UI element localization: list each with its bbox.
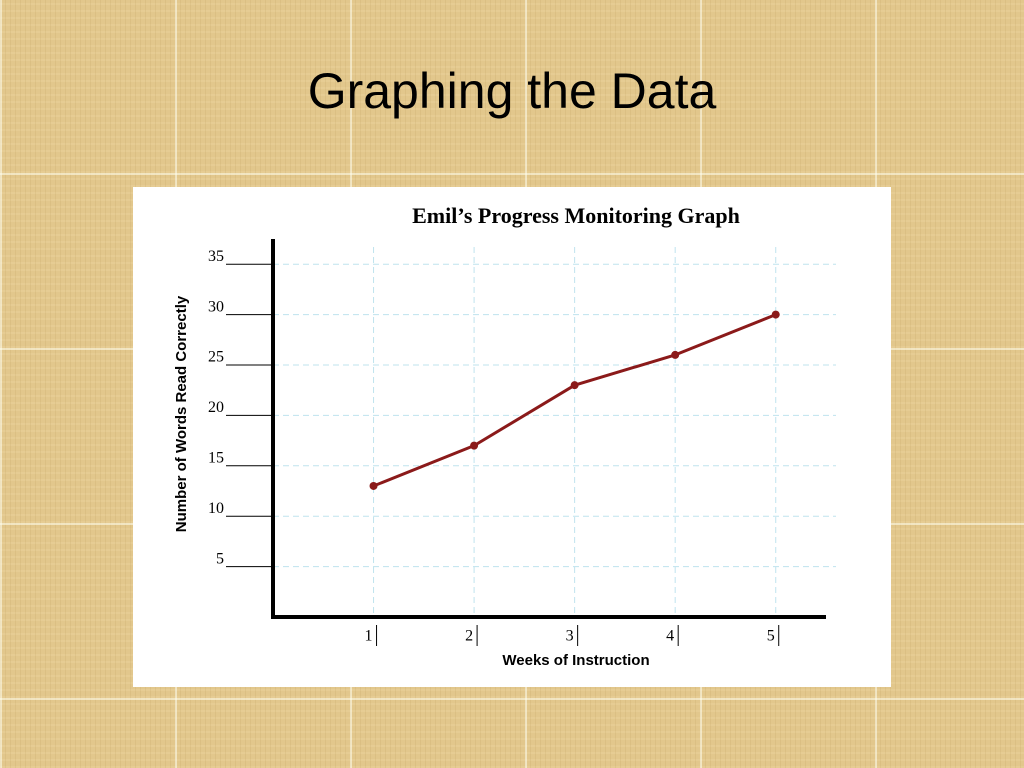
x-tick-label: 2 — [465, 628, 473, 645]
x-tick-label: 3 — [566, 628, 574, 645]
data-point — [771, 310, 780, 319]
data-point — [671, 350, 680, 359]
y-tick-label: 30 — [208, 298, 224, 315]
x-axis-label: Weeks of Instruction — [502, 652, 649, 669]
x-tick-label: 1 — [365, 628, 373, 645]
chart-panel — [133, 187, 891, 687]
slide-title: Graphing the Data — [307, 63, 717, 119]
y-tick-label: 20 — [208, 399, 224, 416]
y-axis-label: Number of Words Read Correctly — [173, 295, 190, 532]
y-tick-label: 5 — [216, 550, 224, 567]
data-point — [570, 381, 579, 390]
y-tick-label: 35 — [208, 248, 224, 265]
y-tick-label: 25 — [208, 349, 224, 366]
data-point — [369, 481, 378, 490]
y-tick-label: 15 — [208, 449, 224, 466]
data-point — [470, 441, 479, 450]
x-tick-label: 4 — [666, 628, 674, 645]
x-tick-label: 5 — [767, 628, 775, 645]
y-tick-label: 10 — [208, 500, 224, 517]
chart-title: Emil’s Progress Monitoring Graph — [412, 203, 740, 228]
